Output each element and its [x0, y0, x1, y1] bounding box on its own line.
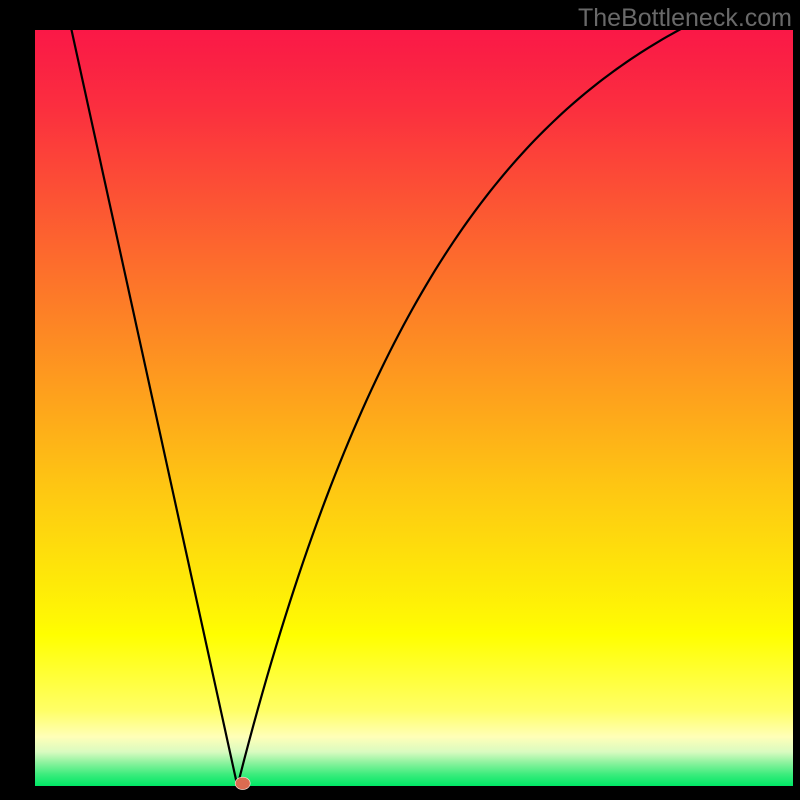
chart-container: TheBottleneck.com	[0, 0, 800, 800]
watermark-text: TheBottleneck.com	[578, 4, 792, 33]
plot-area	[35, 30, 793, 786]
